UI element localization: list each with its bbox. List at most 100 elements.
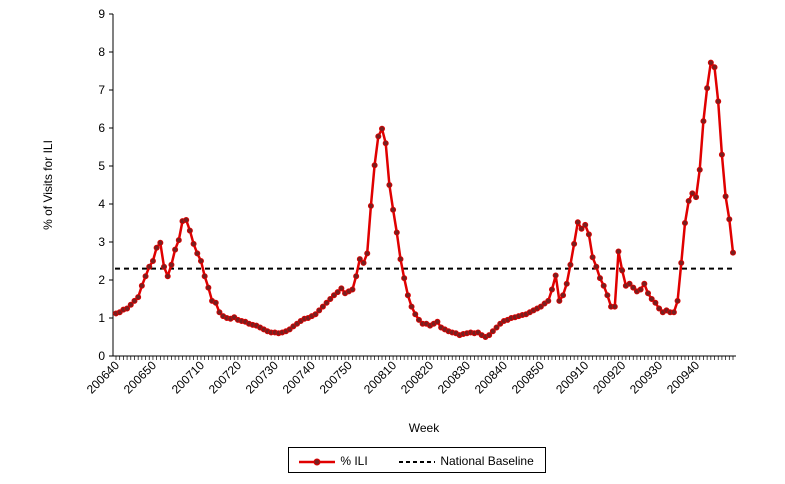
y-tick-label: 1 — [98, 311, 105, 325]
ili-data-point — [707, 59, 714, 66]
ili-series-line — [115, 61, 735, 339]
x-tick-label: 200810 — [361, 358, 399, 396]
x-tick-label: 200850 — [509, 358, 547, 396]
ili-data-point — [323, 299, 330, 306]
x-axis-label: Week — [409, 421, 440, 435]
ili-data-point — [353, 273, 360, 280]
ili-data-point — [172, 246, 179, 253]
legend-ili-label: % ILI — [340, 454, 368, 468]
ili-data-point — [131, 297, 138, 304]
ili-data-point — [164, 273, 171, 280]
x-tick-label: 200930 — [627, 358, 665, 396]
x-tick-label: 200720 — [206, 358, 244, 396]
ili-data-point — [142, 273, 149, 280]
legend-ili-swatch — [299, 458, 335, 466]
ili-data-point — [364, 250, 371, 257]
ili-data-point — [338, 285, 345, 292]
ili-data-point — [186, 227, 193, 234]
ili-data-point — [641, 280, 648, 287]
ili-data-point — [648, 295, 655, 302]
y-tick-label: 4 — [98, 197, 105, 211]
legend-baseline-swatch — [399, 460, 435, 463]
ili-data-point — [127, 301, 134, 308]
y-tick-label: 0 — [98, 349, 105, 363]
ili-data-point — [334, 289, 341, 296]
ili-data-point — [386, 181, 393, 188]
ili-data-point — [412, 311, 419, 318]
ili-data-point — [212, 299, 219, 306]
ili-data-point — [486, 332, 493, 339]
x-tick-label: 200820 — [398, 358, 436, 396]
ili-data-point — [135, 294, 142, 301]
ili-data-point — [674, 297, 681, 304]
ili-data-point — [382, 140, 389, 147]
ili-data-point — [678, 259, 685, 266]
ili-data-point — [489, 328, 496, 335]
ili-data-point — [552, 272, 559, 279]
y-axis-label: % of Visits for ILI — [41, 140, 55, 230]
ili-data-point — [316, 307, 323, 314]
legend: % ILI National Baseline — [288, 447, 546, 473]
ili-data-point — [696, 166, 703, 173]
x-tick-label: 200740 — [280, 358, 318, 396]
ili-data-point — [548, 286, 555, 293]
ili-data-point — [567, 261, 574, 268]
x-tick-label: 200730 — [243, 358, 281, 396]
x-tick-label: 200910 — [553, 358, 591, 396]
ili-data-point — [201, 273, 208, 280]
ili-data-point — [197, 257, 204, 264]
y-tick-label: 7 — [98, 83, 105, 97]
ili-data-point — [730, 249, 737, 256]
ili-data-point — [715, 98, 722, 105]
ili-data-point — [611, 303, 618, 310]
ili-data-point — [722, 193, 729, 200]
x-tick-label: 200650 — [121, 358, 159, 396]
y-tick-label: 9 — [98, 7, 105, 21]
ili-data-point — [493, 324, 500, 331]
ili-data-point — [205, 284, 212, 291]
ili-data-point — [681, 219, 688, 226]
ili-data-point — [146, 263, 153, 270]
ili-data-point — [194, 250, 201, 257]
ili-data-point — [175, 237, 182, 244]
x-tick-label: 200640 — [84, 358, 122, 396]
ili-data-point — [153, 244, 160, 251]
x-tick-label: 200920 — [590, 358, 628, 396]
ili-data-point — [375, 133, 382, 140]
ili-data-point — [619, 267, 626, 274]
ili-data-point — [157, 239, 164, 246]
ili-data-point — [689, 190, 696, 197]
x-tick-label: 200840 — [472, 358, 510, 396]
x-tick-label: 200750 — [317, 358, 355, 396]
ili-data-point — [312, 311, 319, 318]
ili-data-point — [711, 64, 718, 71]
ili-data-point — [726, 216, 733, 223]
ili-data-point — [630, 284, 637, 291]
ili-data-point — [578, 225, 585, 232]
x-tick-label: 200710 — [169, 358, 207, 396]
y-axis-ticks: 0 1 2 3 4 5 6 7 8 9 — [98, 7, 113, 363]
ili-data-point — [700, 118, 707, 125]
ili-data-point — [693, 194, 700, 201]
legend-item-ili: % ILI — [297, 453, 368, 469]
ili-data-point — [615, 248, 622, 255]
x-tick-label: 200830 — [435, 358, 473, 396]
ili-data-point — [401, 275, 408, 282]
ili-data-point — [685, 197, 692, 204]
ili-data-point — [563, 280, 570, 287]
ili-data-point — [183, 216, 190, 223]
legend-baseline-label: National Baseline — [440, 454, 534, 468]
ili-data-point — [585, 231, 592, 238]
legend-item-baseline: National Baseline — [397, 453, 534, 469]
ili-data-point — [645, 290, 652, 297]
ili-data-point — [360, 259, 367, 266]
ili-data-point — [379, 125, 386, 132]
ili-data-point — [574, 219, 581, 226]
ili-data-point — [138, 282, 145, 289]
ili-data-point — [190, 240, 197, 247]
ili-data-point — [415, 316, 422, 323]
ili-data-point — [434, 318, 441, 325]
ili-data-point — [600, 282, 607, 289]
